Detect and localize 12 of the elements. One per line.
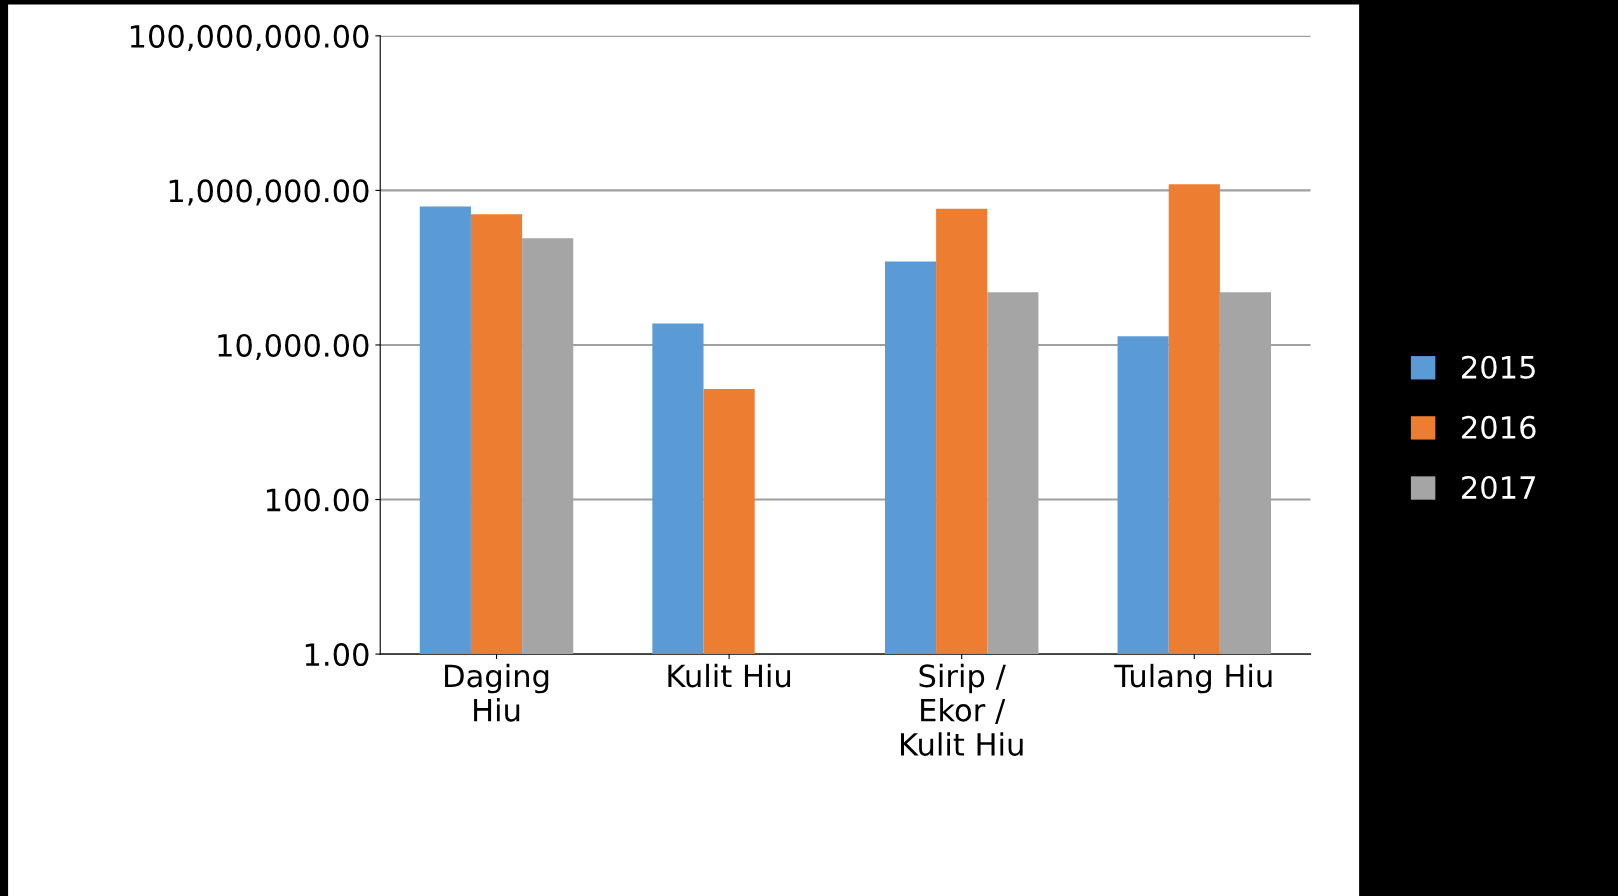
legend-label: 2015 bbox=[1462, 355, 1535, 379]
x-tick-label: Kulit Hiu bbox=[668, 663, 791, 688]
x-tick-label: Daging Hiu bbox=[445, 663, 549, 722]
y-tick-label: 100.00 bbox=[266, 488, 369, 512]
y-tick-label: 1.00 bbox=[305, 643, 369, 667]
y-tick-label: 10,000.00 bbox=[218, 333, 369, 361]
y-tick-label: 1,000,000.00 bbox=[169, 179, 369, 206]
legend-label: 2016 bbox=[1462, 415, 1536, 439]
y-tick-label: 100,000,000.00 bbox=[130, 24, 369, 51]
legend-label: 2017 bbox=[1462, 475, 1535, 500]
x-tick-label: Tulang Hiu bbox=[1114, 663, 1272, 694]
x-tick-label: Sirip / Ekor / Kulit Hiu bbox=[901, 663, 1023, 756]
